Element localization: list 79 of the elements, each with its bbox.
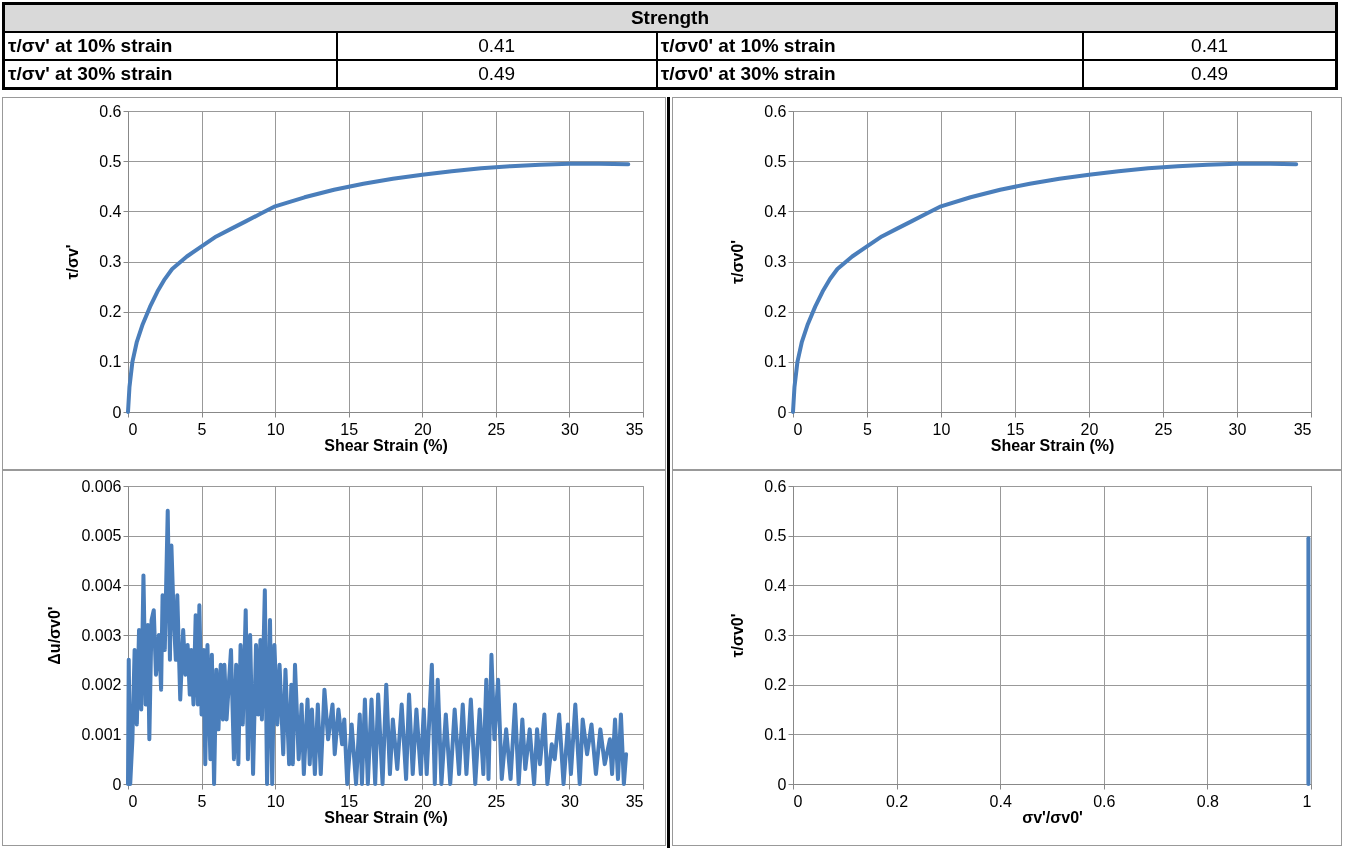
text: τ/σv0' at 10% strain (656, 32, 1084, 60)
x-tick-label: 0.6 (1093, 792, 1116, 810)
x-tick-label: 0 (128, 420, 138, 438)
x-tick-label: 0 (128, 792, 138, 810)
x-tick-label: 30 (1228, 420, 1247, 438)
y-tick-label: 0.4 (764, 576, 787, 594)
text: τ/σv0' at 30% strain (656, 60, 1084, 89)
x-tick-label: 30 (561, 792, 579, 810)
x-tick-label: 0 (793, 420, 803, 438)
text: 0.41 (1083, 32, 1337, 60)
y-tick-label: 0.1 (764, 725, 787, 743)
x-tick-label: 0.4 (989, 792, 1012, 810)
line-series (791, 161, 1299, 414)
y-tick-label: 0.5 (99, 152, 122, 170)
x-axis-title: Shear Strain (%) (990, 436, 1115, 454)
y-tick-label: 0.003 (81, 626, 122, 644)
y-tick-label: 0.1 (99, 353, 122, 371)
y-tick-label: 0.5 (764, 527, 787, 545)
x-tick-label: 0 (793, 792, 803, 810)
x-tick-label: 35 (625, 420, 644, 438)
text: 0.49 (336, 60, 657, 89)
text: 0.49 (1083, 60, 1337, 89)
x-tick-label: 20 (413, 792, 432, 810)
text: 0.41 (336, 32, 657, 60)
x-tick-label: 30 (561, 420, 579, 438)
y-tick-label: 0.005 (81, 527, 122, 545)
y-tick-label: 0.2 (764, 676, 787, 694)
y-tick-label: 0.4 (764, 202, 787, 220)
y-axis-title: τ/σv0' (729, 239, 747, 285)
x-tick-label: 15 (340, 420, 359, 438)
x-tick-label: 25 (487, 792, 506, 810)
x-tick-label: 0.2 (885, 792, 909, 810)
x-tick-label: 0.8 (1196, 792, 1220, 810)
x-tick-label: 10 (266, 792, 285, 810)
y-tick-label: 0.001 (81, 725, 122, 743)
x-tick-label: 15 (1006, 420, 1025, 438)
y-tick-label: 0.002 (81, 676, 122, 694)
x-tick-label: 5 (197, 420, 207, 438)
line-series (126, 508, 629, 786)
x-tick-label: 10 (932, 420, 951, 438)
x-tick-label: 25 (487, 420, 506, 438)
y-tick-label: 0.6 (764, 102, 787, 120)
x-tick-label: 35 (625, 792, 644, 810)
line-series (126, 161, 631, 414)
x-tick-label: 35 (1293, 420, 1312, 438)
y-tick-label: 0.3 (764, 253, 787, 270)
x-tick-label: 15 (340, 792, 359, 810)
y-tick-label: 0 (112, 775, 122, 793)
x-tick-label: 5 (197, 792, 207, 810)
x-tick-label: 20 (413, 420, 432, 438)
y-axis-title: τ/σv' (64, 244, 82, 280)
x-axis-title: Shear Strain (%) (324, 808, 448, 826)
x-axis-title: Shear Strain (%) (324, 436, 448, 454)
x-tick-label: 1 (1302, 792, 1312, 810)
y-tick-label: 0.5 (764, 152, 787, 170)
y-tick-label: 0.2 (99, 303, 122, 321)
y-tick-label: 0.006 (81, 477, 122, 495)
text: τ/σv' at 10% strain (3, 32, 337, 60)
y-tick-label: 0 (777, 775, 787, 793)
y-tick-label: 0.2 (764, 303, 787, 321)
text: Strength (3, 3, 1337, 32)
text: τ/σv' at 30% strain (3, 60, 337, 89)
y-tick-label: 0.6 (99, 102, 122, 120)
y-tick-label: 0.3 (764, 626, 787, 644)
y-tick-label: 0.6 (764, 477, 787, 495)
line-series (1306, 536, 1311, 786)
x-tick-label: 25 (1154, 420, 1173, 438)
y-tick-label: 0 (777, 403, 787, 421)
y-axis-title: Δu/σv0' (46, 606, 64, 665)
y-tick-label: 0.004 (81, 576, 122, 594)
x-axis-title: σv'/σv0' (1022, 808, 1083, 826)
y-tick-label: 0.3 (99, 253, 122, 270)
y-tick-label: 0.4 (99, 202, 122, 220)
x-tick-label: 5 (863, 420, 873, 438)
x-tick-label: 10 (266, 420, 285, 438)
x-tick-label: 20 (1080, 420, 1099, 438)
y-tick-label: 0 (112, 403, 122, 421)
y-axis-title: τ/σv0' (729, 613, 747, 658)
y-tick-label: 0.1 (764, 353, 787, 371)
